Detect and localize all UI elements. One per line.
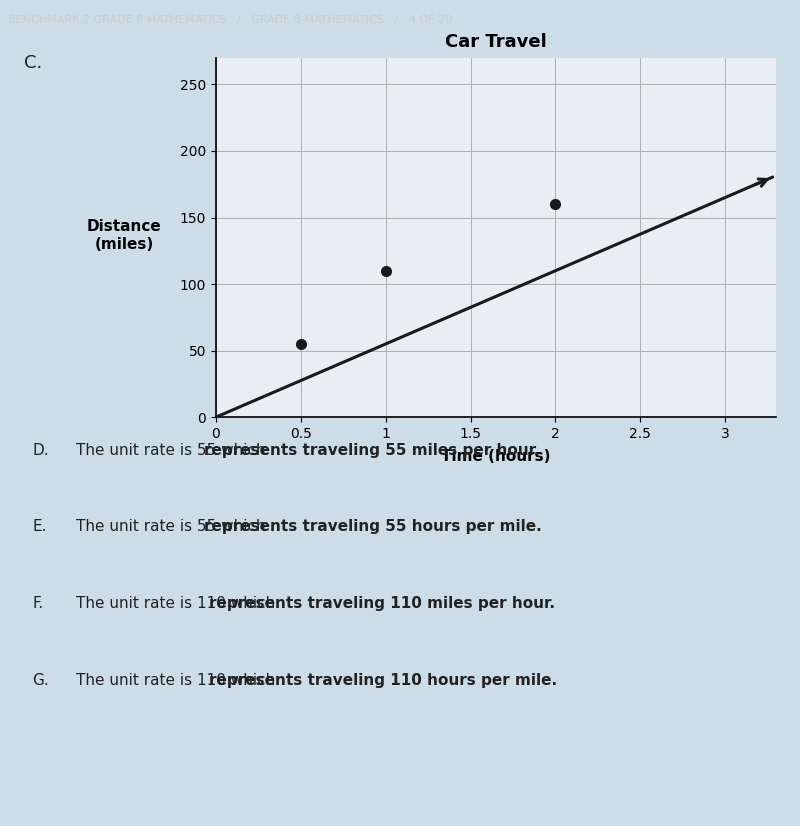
Text: BENCHMARK 2 GRADE 8 MATHEMATICS   /   GRADE 8 MATHEMATICS   /   4 OF 20: BENCHMARK 2 GRADE 8 MATHEMATICS / GRADE … <box>8 15 452 25</box>
Text: represents traveling 110 hours per mile.: represents traveling 110 hours per mile. <box>209 673 557 688</box>
Text: G.: G. <box>32 673 49 688</box>
Text: D.: D. <box>32 443 49 458</box>
Text: E.: E. <box>32 520 46 534</box>
Text: represents traveling 55 miles per hour.: represents traveling 55 miles per hour. <box>204 443 539 458</box>
Text: represents traveling 55 hours per mile.: represents traveling 55 hours per mile. <box>204 520 542 534</box>
Text: F.: F. <box>32 596 43 611</box>
Text: represents traveling 110 miles per hour.: represents traveling 110 miles per hour. <box>209 596 555 611</box>
Text: The unit rate is 55 which: The unit rate is 55 which <box>76 520 270 534</box>
Text: The unit rate is 55 which: The unit rate is 55 which <box>76 443 270 458</box>
Text: The unit rate is 110 which: The unit rate is 110 which <box>76 673 280 688</box>
Text: Distance
(miles): Distance (miles) <box>86 219 162 252</box>
Title: Car Travel: Car Travel <box>445 33 547 50</box>
X-axis label: Time (hours): Time (hours) <box>442 449 550 464</box>
Text: C.: C. <box>24 54 42 72</box>
Text: The unit rate is 110 which: The unit rate is 110 which <box>76 596 280 611</box>
